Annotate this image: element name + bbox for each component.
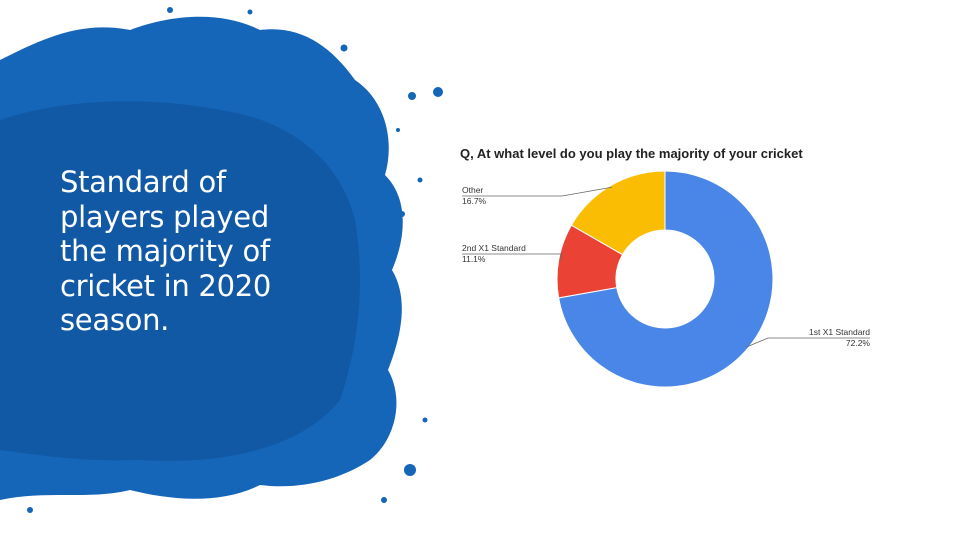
slice-label-2nd-x1-standard: 2nd X1 Standard <box>462 243 526 253</box>
leader-line-other <box>462 186 612 197</box>
splash-specks <box>27 7 443 513</box>
chart-panel: Q, At what level do you play the majorit… <box>452 132 872 402</box>
leader-line-2nd-x1-standard <box>462 253 563 261</box>
slice-1st-x1-standard <box>558 170 774 388</box>
slice-value-other: 16.7% <box>462 196 487 206</box>
chart-title: Q, At what level do you play the majorit… <box>460 146 803 161</box>
slice-value-1st-x1-standard: 72.2% <box>846 338 871 348</box>
slide-title: Standard of players played the majority … <box>60 165 272 337</box>
slice-label-1st-x1-standard: 1st X1 Standard <box>809 327 870 337</box>
leader-line-1st-x1-standard <box>746 337 870 348</box>
slice-value-2nd-x1-standard: 11.1% <box>462 254 486 264</box>
slice-label-other: Other <box>462 185 483 195</box>
slice-other <box>570 170 666 256</box>
